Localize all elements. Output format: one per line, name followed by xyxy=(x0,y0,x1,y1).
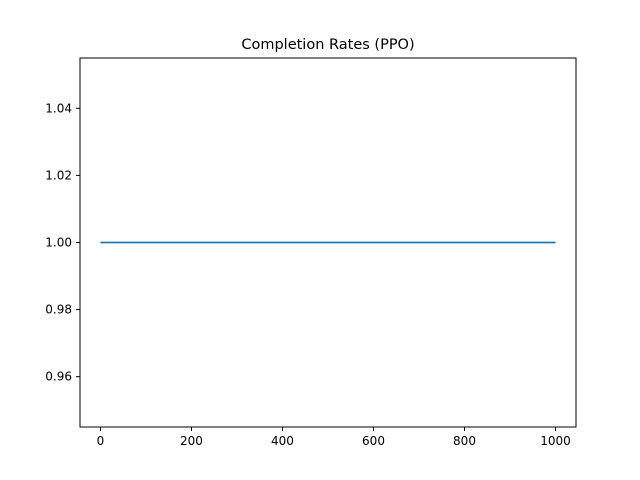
y-tick-label: 1.04 xyxy=(45,101,72,115)
y-tick-label: 1.00 xyxy=(45,236,72,250)
chart-title: Completion Rates (PPO) xyxy=(241,37,414,53)
x-tick-label: 1000 xyxy=(540,434,571,448)
y-tick-label: 1.02 xyxy=(45,168,72,182)
x-tick-label: 200 xyxy=(180,434,203,448)
y-tick-label: 0.96 xyxy=(45,370,72,384)
y-tick-label: 0.98 xyxy=(45,303,72,317)
x-tick-label: 800 xyxy=(453,434,476,448)
x-tick-label: 0 xyxy=(97,434,105,448)
axes-layer: 0 200 400 600 800 1000 0.96 0.98 1.00 1.02 1.04 xyxy=(45,57,577,448)
x-tick-label: 400 xyxy=(271,434,294,448)
x-tick-label: 600 xyxy=(362,434,385,448)
